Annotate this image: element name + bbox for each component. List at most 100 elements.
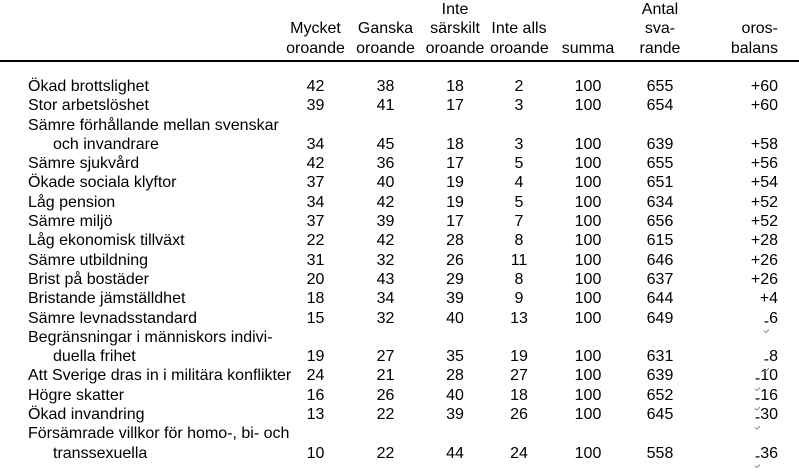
summa-value: 100	[574, 155, 602, 173]
row-label-line: Låg pension	[28, 193, 116, 211]
inte-alls-oroande-value: 26	[510, 406, 528, 424]
mycket-oroande-value: 20	[306, 270, 325, 288]
inte-sarskilt-oroande-value: 18	[446, 78, 464, 95]
orosbalans-value: -36	[754, 444, 778, 465]
antal-svarande-value: 639	[646, 367, 674, 385]
ganska-oroande-value: 26	[376, 386, 395, 404]
row-label-continuation: och invandrare	[53, 135, 159, 153]
row-label-line: Begränsningar i människors indivi-	[28, 328, 273, 346]
row-label: Högre skatter	[0, 386, 280, 405]
inte-sarskilt-oroande-value: 28	[446, 367, 464, 385]
inte-alls-oroande-value: 3	[514, 135, 524, 153]
orosbalans-value: +26	[750, 270, 778, 288]
inte-alls-oroande-value: 27	[510, 367, 528, 385]
summa-value: 100	[574, 367, 602, 385]
antal-svarande-value: 652	[646, 386, 674, 404]
inte-sarskilt-oroande-value: 39	[446, 290, 464, 308]
summa-value: 100	[574, 251, 602, 269]
table-row: Brist på bostäder 20 43 29 8 100 637 +26	[0, 270, 799, 289]
orosbalans-value: +52	[750, 213, 778, 231]
header-line: Inte alls	[491, 20, 547, 38]
table-row: Sämre förhållande mellan svenskar och inv…	[0, 116, 799, 155]
antal-svarande-value: 651	[646, 174, 674, 192]
header-line: Mycket	[290, 20, 341, 38]
row-label-line: Ökad invandring	[28, 406, 145, 424]
row-label-line: Ökade sociala klyftor	[28, 174, 177, 192]
inte-alls-oroande-value: 2	[514, 78, 524, 95]
summa-value: 100	[574, 290, 602, 308]
ganska-oroande-value: 36	[376, 155, 395, 173]
orosbalans-value: +58	[750, 135, 778, 153]
table-row: Låg ekonomisk tillväxt 22 42 28 8 100 615 +28	[0, 231, 799, 250]
row-label-line: Stor arbetslöshet	[28, 97, 149, 115]
inte-alls-oroande-value: 8	[514, 232, 524, 250]
mycket-oroande-value: 16	[306, 386, 325, 404]
header-row: Mycket oroande Ganska oroande Inte särsk…	[0, 0, 799, 62]
header-line: oroande	[490, 39, 549, 57]
inte-sarskilt-oroande-value: 28	[446, 232, 464, 250]
header-line: Ganska	[357, 20, 414, 38]
inte-sarskilt-oroande-value: 17	[446, 97, 464, 115]
inte-sarskilt-oroande-value: 29	[446, 270, 464, 288]
ganska-oroande-value: 42	[376, 193, 395, 211]
header-line: Inte	[441, 1, 469, 19]
table-row: Sämre utbildning 31 32 26 11 100 646 +26	[0, 251, 799, 270]
lowered-minus-with-squiggle: -	[754, 409, 761, 427]
antal-svarande-value: 558	[646, 444, 674, 462]
header-line: Antal	[641, 1, 679, 19]
inte-alls-oroande-value: 18	[510, 386, 528, 404]
table-row: Att Sverige dras in i militära konflikte…	[0, 366, 799, 388]
antal-svarande-value: 655	[646, 78, 674, 95]
inte-alls-oroande-value: 13	[510, 309, 528, 327]
antal-svarande-value: 649	[646, 309, 674, 327]
table-row: Bristande jämställdhet 18 34 39 9 100 644 +4	[0, 289, 799, 308]
ganska-oroande-value: 22	[376, 444, 395, 462]
mycket-oroande-value: 37	[306, 213, 325, 231]
inte-sarskilt-oroande-value: 17	[446, 155, 464, 173]
summa-value: 100	[574, 232, 602, 250]
ganska-oroande-value: 39	[376, 213, 395, 231]
ganska-oroande-value: 38	[376, 78, 395, 95]
col-header-inte-alls-oroande: Inte alls oroande	[490, 0, 549, 62]
orosbalans-value: +4	[759, 290, 778, 308]
header-line: sva-	[644, 20, 676, 38]
lowered-minus-with-squiggle: -	[754, 389, 761, 407]
ganska-oroande-value: 21	[376, 367, 395, 385]
mycket-oroande-value: 10	[306, 444, 325, 462]
row-label-line: Sämre miljö	[28, 213, 113, 231]
inte-sarskilt-oroande-value: 17	[446, 213, 464, 231]
inte-alls-oroande-value: 7	[514, 213, 524, 231]
row-label-line: Att Sverige dras in i militära konflikte…	[28, 367, 292, 385]
orosbalans-value: +28	[750, 232, 778, 250]
row-label: Stor arbetslöshet	[0, 96, 280, 115]
col-header-summa: summa	[548, 0, 628, 62]
mycket-oroande-value: 18	[306, 290, 325, 308]
ganska-oroande-value: 32	[376, 251, 395, 269]
row-label: Låg ekonomisk tillväxt	[0, 231, 280, 250]
row-label-line: Sämre utbildning	[28, 251, 149, 269]
orosbalans-value: -10	[754, 367, 778, 388]
mycket-oroande-value: 31	[306, 251, 325, 269]
header-line: rande	[639, 39, 681, 57]
ganska-oroande-value: 34	[376, 290, 395, 308]
table-row: Sämre miljö 37 39 17 7 100 656 +52	[0, 212, 799, 231]
row-label: Ökade sociala klyftor	[0, 173, 280, 192]
inte-alls-oroande-value: 24	[510, 444, 528, 462]
col-header-orosbalans: oros- balans	[692, 0, 799, 62]
ganska-oroande-value: 32	[376, 309, 395, 327]
mycket-oroande-value: 19	[306, 348, 325, 366]
mycket-oroande-value: 34	[306, 193, 325, 211]
orosbalans-value: +52	[750, 193, 778, 211]
orosbalans-value: -16	[754, 386, 778, 407]
row-label: Sämre utbildning	[0, 251, 280, 270]
ganska-oroande-value: 43	[376, 270, 395, 288]
inte-alls-oroande-value: 5	[514, 193, 524, 211]
mycket-oroande-value: 42	[306, 78, 325, 95]
summa-value: 100	[574, 78, 602, 95]
inte-sarskilt-oroande-value: 18	[446, 135, 464, 153]
mycket-oroande-value: 34	[306, 135, 325, 153]
header-line: oroande	[286, 39, 345, 57]
inte-sarskilt-oroande-value: 19	[446, 193, 464, 211]
table-row: Högre skatter 16 26 40 18 100 652 -16	[0, 386, 799, 407]
ganska-oroande-value: 40	[376, 174, 395, 192]
